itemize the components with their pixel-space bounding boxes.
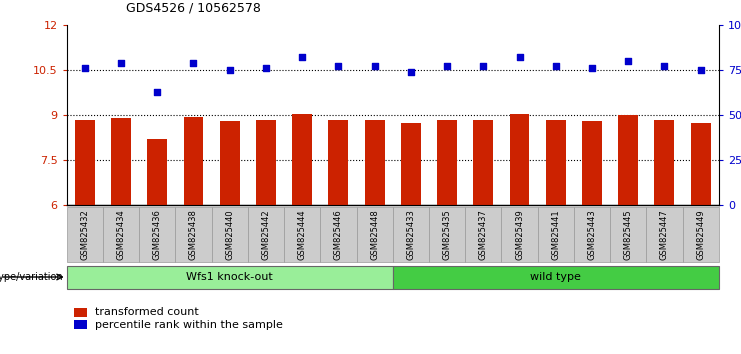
Point: [405, 69, 416, 75]
Text: GSM825438: GSM825438: [189, 209, 198, 260]
Text: Wfs1 knock-out: Wfs1 knock-out: [186, 272, 273, 282]
Bar: [365, 120, 385, 205]
Bar: [75, 120, 95, 205]
Text: transformed count: transformed count: [95, 307, 199, 318]
Text: percentile rank within the sample: percentile rank within the sample: [95, 320, 283, 330]
Text: GSM825443: GSM825443: [588, 209, 597, 260]
Text: GSM825439: GSM825439: [515, 209, 524, 260]
Point: [550, 63, 562, 69]
Point: [441, 63, 453, 69]
Bar: [582, 121, 602, 205]
Point: [79, 65, 90, 71]
Point: [115, 60, 127, 65]
Text: GSM825448: GSM825448: [370, 209, 379, 260]
Bar: [654, 120, 674, 205]
Text: GSM825433: GSM825433: [406, 209, 416, 260]
Text: GSM825440: GSM825440: [225, 209, 234, 260]
Text: GSM825436: GSM825436: [153, 209, 162, 260]
Text: GSM825446: GSM825446: [334, 209, 343, 260]
Point: [151, 89, 163, 95]
Bar: [256, 120, 276, 205]
Bar: [691, 122, 711, 205]
Bar: [292, 114, 312, 205]
Point: [514, 55, 525, 60]
Text: GSM825449: GSM825449: [696, 209, 705, 260]
Text: wild type: wild type: [531, 272, 581, 282]
Bar: [111, 118, 131, 205]
Point: [622, 58, 634, 64]
Bar: [473, 120, 494, 205]
Point: [333, 63, 345, 69]
Bar: [328, 120, 348, 205]
Text: GSM825444: GSM825444: [298, 209, 307, 260]
Text: GSM825434: GSM825434: [116, 209, 125, 260]
Bar: [184, 116, 204, 205]
Bar: [147, 139, 167, 205]
Point: [260, 65, 272, 71]
Text: GSM825437: GSM825437: [479, 209, 488, 260]
Point: [695, 67, 707, 73]
Text: GSM825441: GSM825441: [551, 209, 560, 260]
Bar: [510, 114, 530, 205]
Bar: [437, 120, 457, 205]
Point: [296, 55, 308, 60]
Text: GSM825447: GSM825447: [660, 209, 669, 260]
Text: GSM825435: GSM825435: [442, 209, 451, 260]
Point: [586, 65, 598, 71]
Text: GDS4526 / 10562578: GDS4526 / 10562578: [126, 1, 261, 14]
Point: [477, 63, 489, 69]
Point: [369, 63, 381, 69]
Bar: [220, 121, 239, 205]
Text: GSM825432: GSM825432: [80, 209, 90, 260]
Text: genotype/variation: genotype/variation: [0, 272, 63, 282]
Text: GSM825442: GSM825442: [262, 209, 270, 260]
Bar: [546, 120, 565, 205]
Point: [224, 67, 236, 73]
Bar: [401, 122, 421, 205]
Text: GSM825445: GSM825445: [624, 209, 633, 260]
Bar: [618, 115, 638, 205]
Point: [187, 60, 199, 65]
Point: [659, 63, 671, 69]
